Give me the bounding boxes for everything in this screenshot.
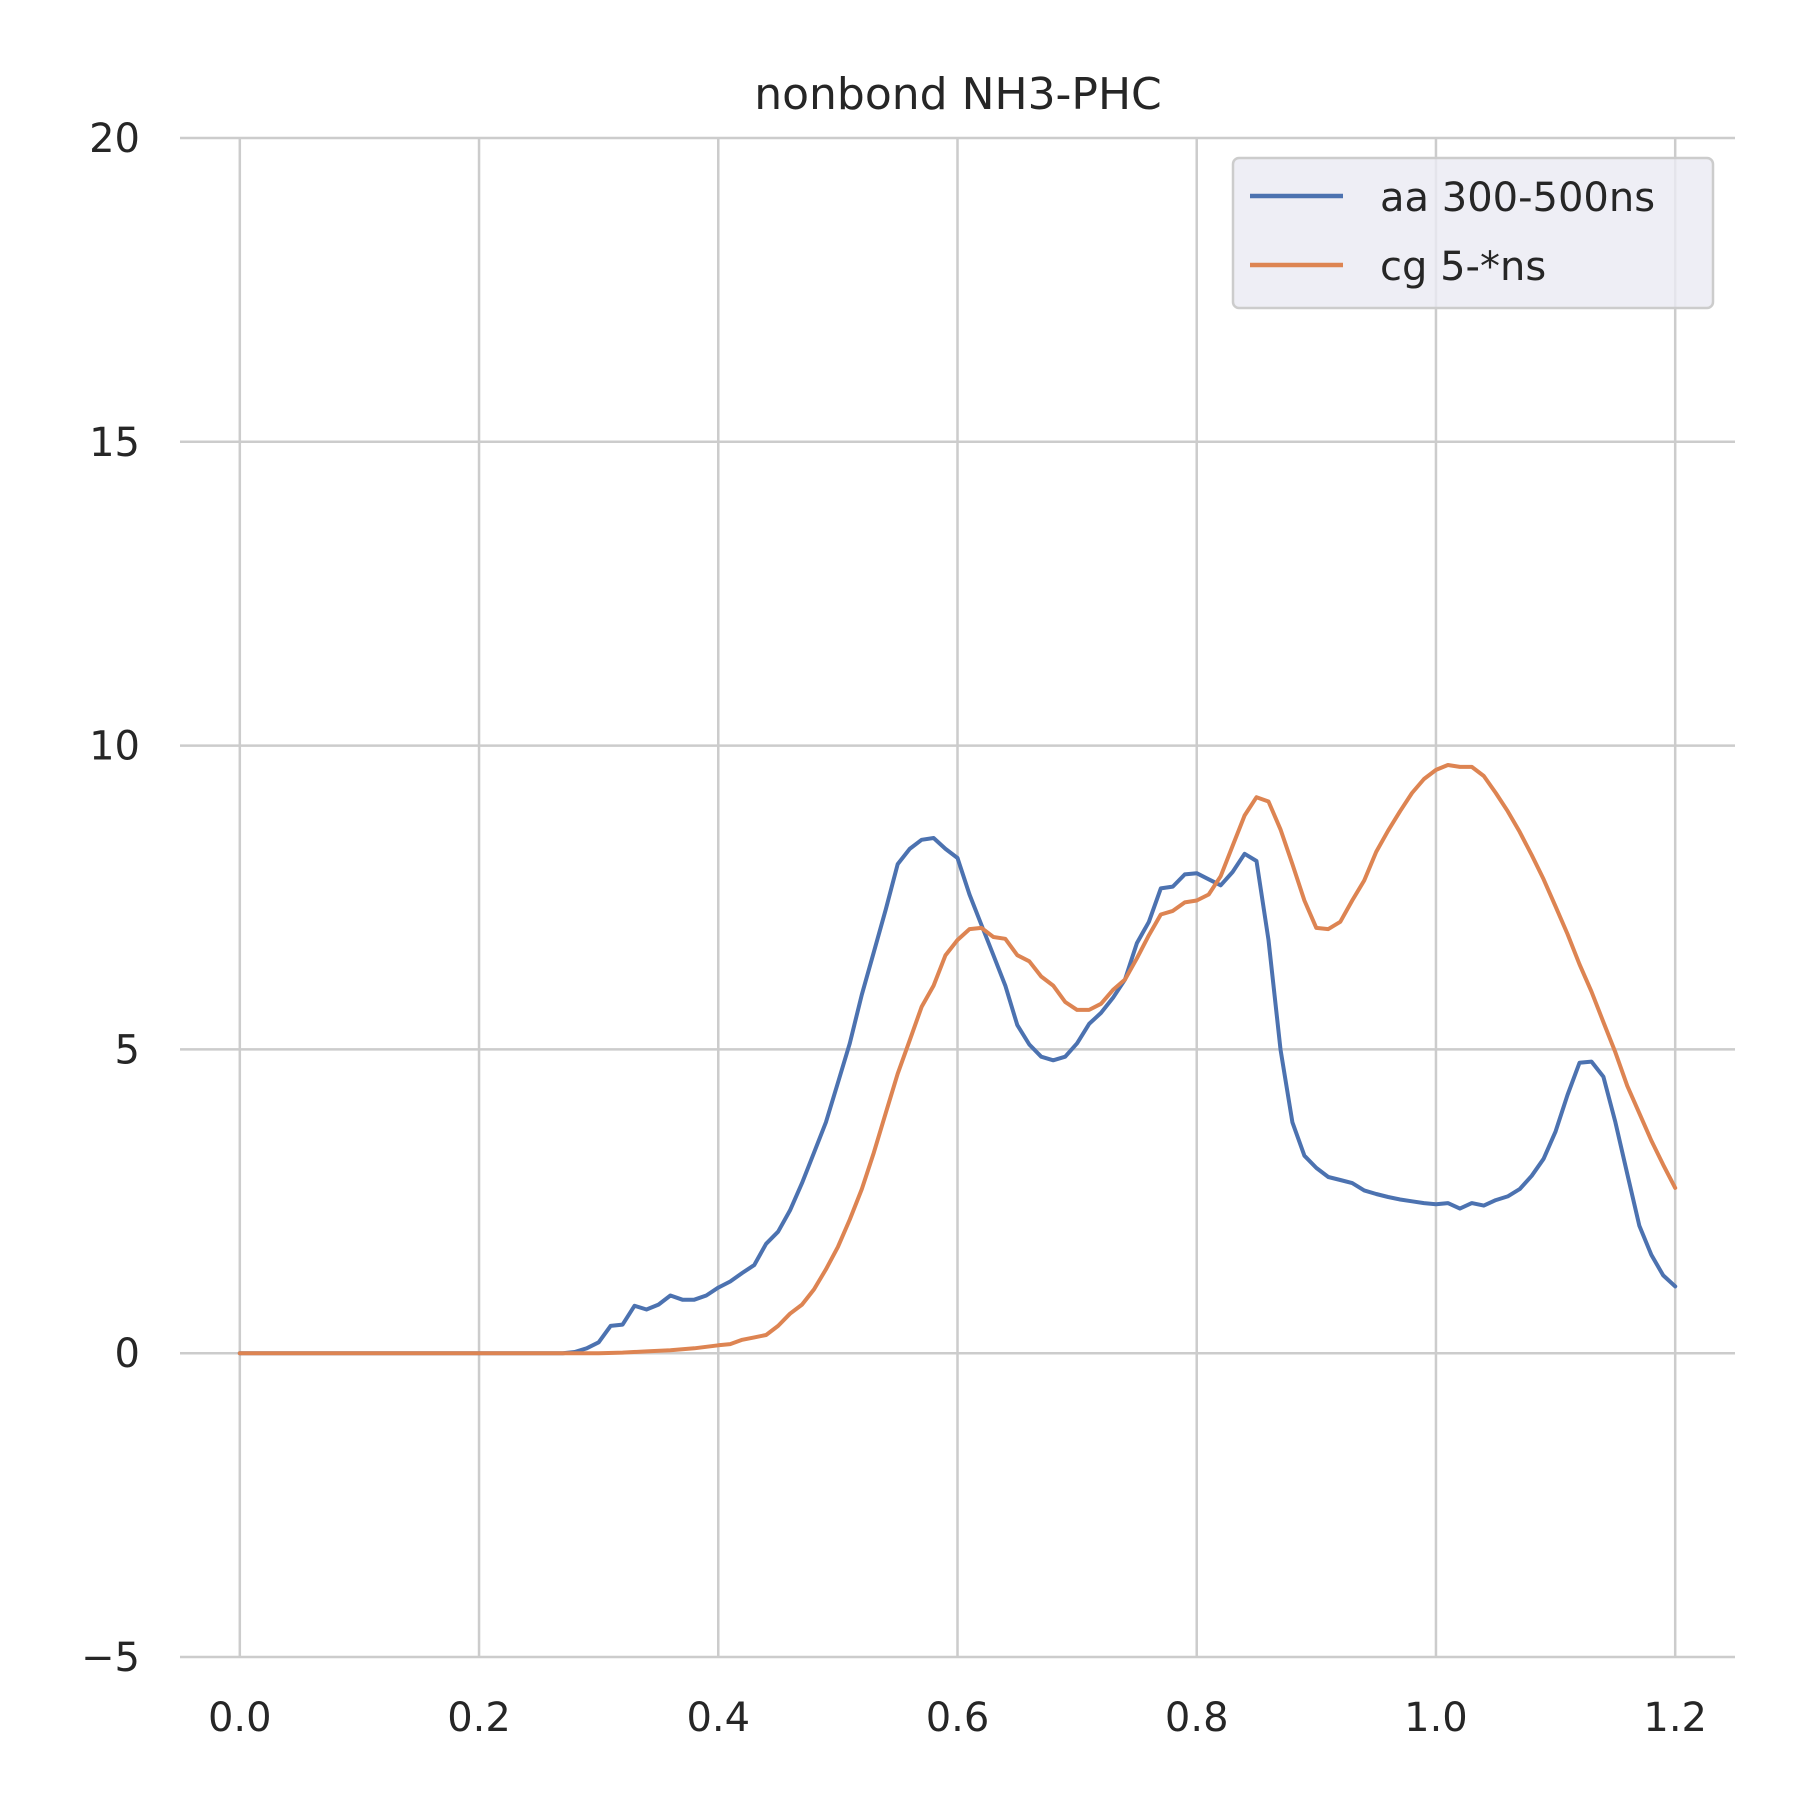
grid	[180, 136, 1735, 1659]
x-tick-label: 0.0	[208, 1695, 272, 1741]
y-axis-ticks: −5 0 5 10 15 20	[81, 116, 140, 1681]
legend-label-cg: cg 5-*ns	[1380, 244, 1546, 290]
x-tick-label: 0.2	[447, 1695, 511, 1741]
y-tick-label: 5	[115, 1027, 140, 1073]
x-axis-ticks: 0.0 0.2 0.4 0.6 0.8 1.0 1.2	[208, 1695, 1707, 1741]
y-tick-label: −5	[81, 1635, 140, 1681]
y-tick-label: 0	[115, 1331, 140, 1377]
x-tick-label: 1.0	[1404, 1695, 1468, 1741]
legend-label-aa: aa 300-500ns	[1380, 175, 1655, 221]
series-line-cg	[237, 763, 1678, 1356]
x-tick-label: 0.6	[926, 1695, 990, 1741]
x-tick-label: 1.2	[1643, 1695, 1707, 1741]
chart-title: nonbond NH3-PHC	[754, 69, 1162, 120]
y-tick-label: 20	[89, 116, 140, 162]
series-layer	[237, 763, 1678, 1356]
y-tick-label: 10	[89, 724, 140, 770]
legend: aa 300-500ns cg 5-*ns	[1231, 156, 1715, 310]
x-tick-label: 0.8	[1165, 1695, 1229, 1741]
x-tick-label: 0.4	[686, 1695, 750, 1741]
y-tick-label: 15	[89, 420, 140, 466]
legend-box	[1231, 156, 1715, 310]
series-line-aa	[237, 836, 1678, 1356]
